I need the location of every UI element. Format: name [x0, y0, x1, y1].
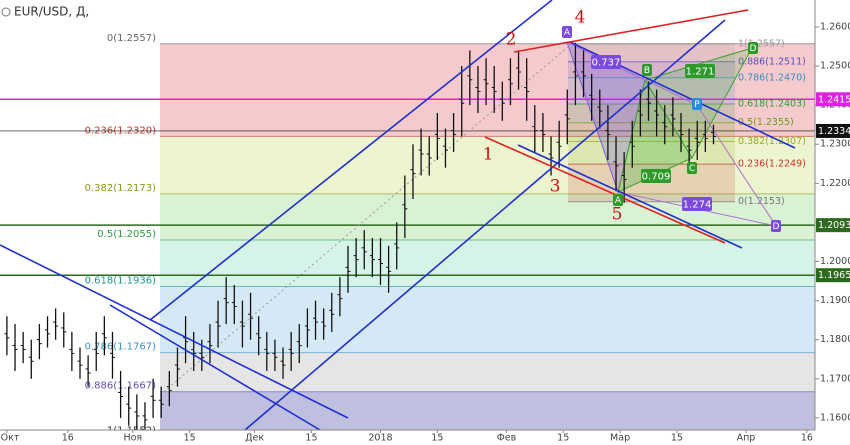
fib-label: 0.618(1.1936)	[85, 276, 157, 287]
fib-small-label: 0.618(1.2403)	[738, 98, 806, 109]
x-tick-label: 15	[671, 433, 683, 444]
trend-line	[0, 244, 349, 419]
y-tick-label: 1.2200	[820, 178, 850, 189]
y-tick-label: 1.2300	[820, 139, 850, 150]
bars	[4, 42, 716, 434]
x-tick-label: 15	[557, 433, 569, 444]
point-label: D	[773, 222, 780, 232]
x-tick-label: 2018	[368, 433, 392, 444]
x-tick-label: Окт	[1, 433, 20, 444]
x-tick-label: 15	[184, 433, 196, 444]
x-tick-label: Дек	[245, 433, 264, 444]
point-label: P	[694, 100, 700, 110]
trend-line	[513, 9, 749, 53]
point-badge	[562, 26, 572, 38]
fib-small-label: 0.5(1.2355)	[738, 117, 794, 128]
fib-label: 0.382(1.2173)	[85, 183, 157, 194]
point-badge	[748, 42, 758, 54]
price-badge-label: 1.2093	[818, 220, 850, 231]
ratio-label: 1.274	[683, 200, 712, 211]
y-tick-label: 1.2000	[820, 256, 850, 267]
fib-zone	[160, 352, 815, 392]
trend-line	[517, 144, 743, 249]
point-label: D	[750, 44, 757, 54]
point-badge	[642, 64, 652, 76]
x-tick-label: 15	[431, 433, 443, 444]
x-tick-label: Мар	[610, 433, 630, 444]
point-badge	[687, 162, 697, 174]
fib-label: 0.5(1.2055)	[97, 229, 156, 240]
wave-label: 1	[483, 145, 494, 165]
fib-label: 0(1.2557)	[107, 33, 156, 44]
fib-small-label: 1(1.2557)	[738, 38, 785, 49]
point-label: C	[689, 164, 695, 174]
wave-label: 5	[612, 205, 623, 225]
fib-small-label: 0.886(1.2511)	[738, 56, 806, 67]
x-axis-bg	[0, 430, 815, 445]
fib-zones: 0(1.2557)0.236(1.2320)0.382(1.2173)0.5(1…	[0, 33, 815, 438]
chart-title: EUR/USD, Д,	[14, 5, 89, 19]
x-tick-label: 15	[305, 433, 317, 444]
y-tick-label: 1.1800	[820, 334, 850, 345]
point-badge	[692, 98, 702, 110]
ratio-label: 0.709	[642, 172, 671, 183]
point-label: A	[615, 196, 622, 206]
wave-label: 3	[550, 177, 561, 197]
price-badge-label: 1.2334	[818, 126, 850, 137]
fib-small-label: 0.236(1.2249)	[738, 159, 806, 170]
price-badge	[816, 92, 850, 107]
point-badge	[613, 194, 623, 206]
ratio-badge	[641, 169, 671, 183]
x-tick-label: 16	[62, 433, 74, 444]
ratio-label: 0.737	[592, 58, 621, 69]
price-badge	[816, 268, 850, 283]
x-tick-label: Фев	[497, 433, 517, 444]
symbol-icon	[1, 7, 11, 17]
trend-line	[149, 0, 553, 321]
y-tick-label: 1.1700	[820, 373, 850, 384]
trend-line	[484, 136, 726, 244]
price-badge	[816, 123, 850, 138]
fib-zone	[160, 286, 815, 353]
fib-small-zone	[568, 141, 735, 165]
x-tick-label: 16	[801, 433, 813, 444]
y-tick-label: 1.1900	[820, 295, 850, 306]
fib-small-label: 0.382(1.2307)	[738, 136, 806, 147]
wave-label: 2	[506, 30, 517, 50]
ratio-badge	[591, 55, 621, 69]
price-badge	[816, 218, 850, 233]
ratio-label: 1.271	[686, 67, 715, 78]
trend-lines	[0, 0, 796, 431]
fib-zone	[160, 240, 815, 287]
x-tick-label: Ноя	[123, 433, 142, 444]
wave-label: 4	[575, 8, 586, 28]
ratio-badge	[682, 197, 712, 211]
fib-small-zone	[568, 122, 735, 142]
fib-label: 0.786(1.1767)	[85, 342, 157, 353]
price-badge-label: 1.2415	[818, 94, 850, 105]
y-tick-label: 1.2600	[820, 21, 850, 32]
ratio-badge	[685, 64, 715, 78]
trend-line	[244, 19, 726, 431]
y-tick-label: 1.2500	[820, 61, 850, 72]
fib-small-label: 0.786(1.2470)	[738, 72, 806, 83]
x-tick-label: Апр	[737, 433, 756, 444]
price-badge-label: 1.1965	[818, 270, 850, 281]
point-badge	[771, 220, 781, 232]
point-label: B	[644, 66, 650, 76]
trend-line	[109, 304, 321, 431]
y-tick-label: 1.1600	[820, 412, 850, 423]
fib-small-label: 0(1.2153)	[738, 196, 785, 207]
point-label: A	[564, 28, 571, 38]
